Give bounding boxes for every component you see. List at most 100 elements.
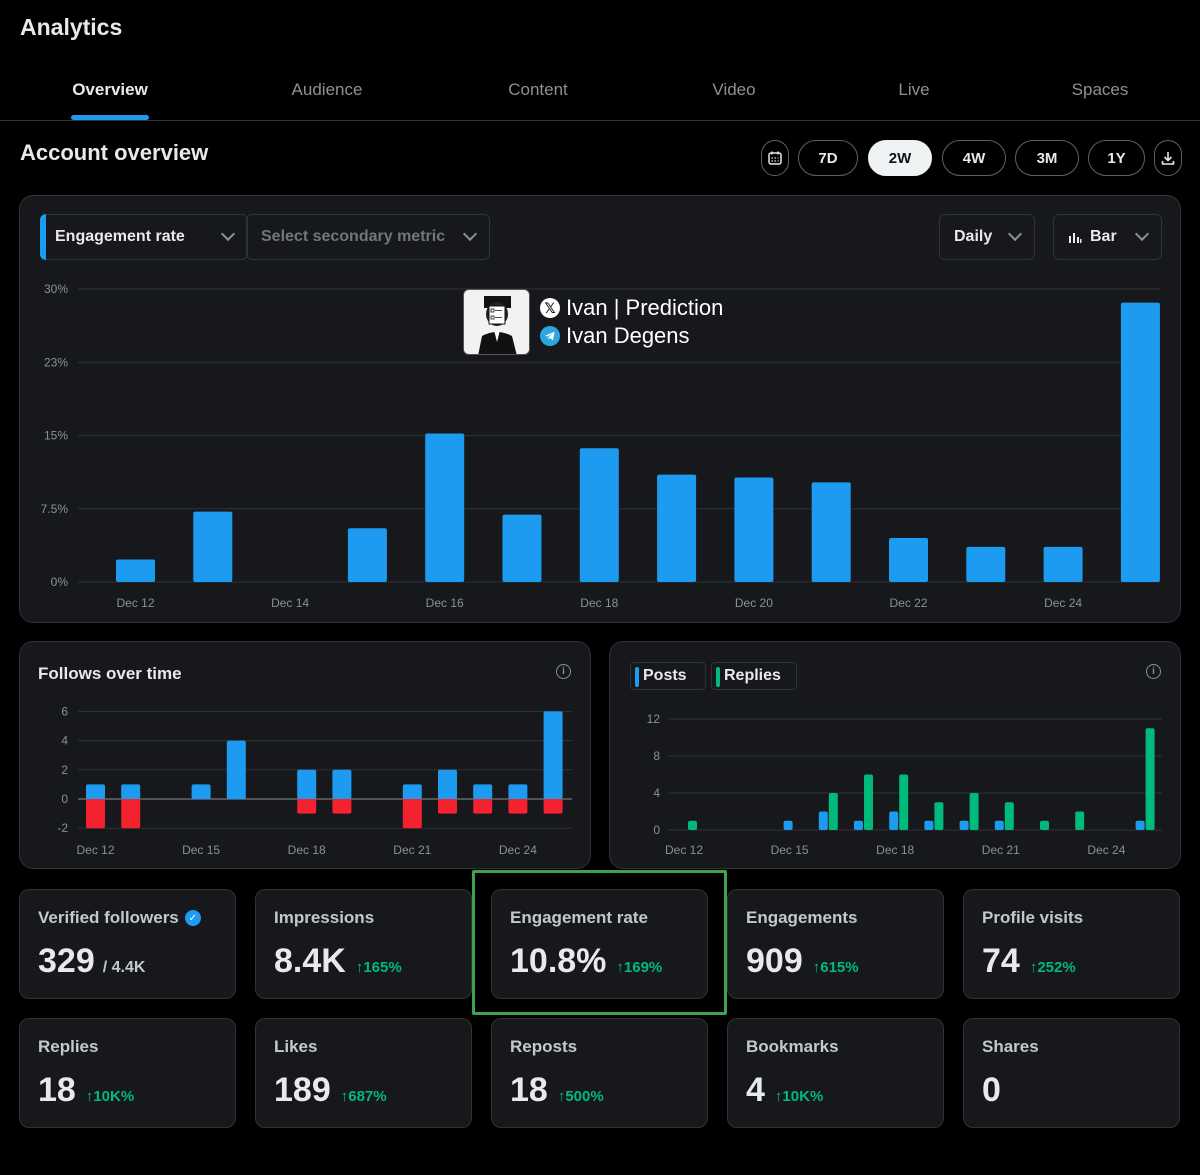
x-tick-label: Dec 12 [76,843,114,857]
posts-replies-panel: Posts Replies i 12 8 4 0 Dec 12 Dec 15 Dec 18 D… [609,641,1181,869]
y-tick-label: 4 [653,786,660,800]
unfollows-bar [297,799,317,814]
telegram-handle: Ivan Degens [566,323,690,348]
replies-card[interactable]: Replies 18 ↑10K% [19,1018,236,1128]
x-tick-label: Dec 16 [426,596,464,610]
download-icon [1161,152,1175,165]
engagement-rate-value: 10.8% [510,942,607,980]
x-tick-label: Dec 24 [1087,843,1125,857]
replies-color-indicator [716,667,720,687]
download-button[interactable] [1154,140,1182,176]
engagement-rate-card[interactable]: Engagement rate 10.8% ↑169% [491,889,708,999]
replies-bar [1145,728,1155,830]
tab-overview[interactable]: Overview [72,80,148,99]
replies-delta: ↑10K% [85,1088,135,1105]
likes-value: 189 [274,1071,331,1109]
bookmarks-label: Bookmarks [746,1037,839,1056]
shares-value: 0 [982,1071,1001,1109]
interval-dropdown[interactable]: Daily [939,214,1035,260]
x-tick-label: Dec 18 [288,843,326,857]
replies-legend-chip[interactable]: Replies [711,662,797,690]
range-4w-button[interactable]: 4W [942,140,1006,176]
bookmarks-value: 4 [746,1071,765,1109]
bar-dec-19 [657,474,697,582]
follows-bar [438,769,457,799]
range-1y-button[interactable]: 1Y [1088,140,1145,176]
tab-audience[interactable]: Audience [291,80,363,99]
active-tab-indicator [71,115,149,120]
tab-spaces[interactable]: Spaces [1071,80,1129,99]
info-icon[interactable]: i [556,664,571,679]
y-tick-label: 4 [61,734,68,748]
impressions-value: 8.4K [274,942,346,980]
tab-video[interactable]: Video [712,80,756,99]
follows-bar [332,769,352,799]
bar-dec-15 [347,528,387,582]
x-tick-label: Dec 24 [1044,596,1082,610]
verified-followers-card[interactable]: Verified followers ✓ 329 / 4.4K [19,889,236,999]
reposts-delta: ↑500% [557,1088,604,1105]
unfollows-bar [86,799,105,829]
impressions-delta: ↑165% [355,959,402,976]
verified-followers-value: 329 [38,942,95,980]
unfollows-bar [402,799,422,829]
range-2w-button[interactable]: 2W [868,140,932,176]
posts-color-indicator [635,667,639,687]
replies-value: 18 [38,1071,76,1109]
x-tick-label: Dec 18 [876,843,914,857]
x-tick-label: Dec 21 [982,843,1020,857]
calendar-button[interactable] [761,140,789,176]
x-tick-label: Dec 14 [271,596,309,610]
follows-bar [543,711,563,799]
bookmarks-card[interactable]: Bookmarks 4 ↑10K% [727,1018,944,1128]
x-tick-label: Dec 18 [580,596,618,610]
primary-metric-dropdown[interactable]: Engagement rate [40,214,248,260]
bar-dec-20 [734,477,774,582]
y-tick-label: 0% [51,575,69,589]
profile-visits-delta: ↑252% [1029,959,1076,976]
profile-visits-label: Profile visits [982,908,1084,927]
follows-bar [473,784,493,799]
range-3m-button[interactable]: 3M [1015,140,1079,176]
bar-dec-21 [811,482,851,582]
y-tick-label: 0 [61,792,68,806]
chart-type-dropdown[interactable]: Bar [1053,214,1162,260]
posts-legend-chip[interactable]: Posts [630,662,706,690]
y-tick-label: 6 [61,704,68,718]
reposts-card[interactable]: Reposts 18 ↑500% [491,1018,708,1128]
bar-dec-24 [1043,546,1083,582]
posts-bar [889,811,899,830]
engagements-card[interactable]: Engagements 909 ↑615% [727,889,944,999]
tab-live[interactable]: Live [898,80,930,99]
follows-bar [86,784,105,799]
tab-content[interactable]: Content [508,80,568,99]
posts-bar [783,820,793,830]
posts-bar [1135,820,1145,830]
replies-bar [1075,811,1085,830]
info-icon[interactable]: i [1146,664,1161,679]
follows-over-time-panel: Follows over time i 6 4 2 0 -2 Dec 12 Dec 15 De… [19,641,591,869]
replies-legend-label: Replies [724,667,781,684]
reposts-label: Reposts [510,1037,578,1056]
bar-dec-22 [889,538,928,582]
interval-label: Daily [954,228,993,245]
profile-visits-card[interactable]: Profile visits 74 ↑252% [963,889,1180,999]
posts-bar [994,820,1004,830]
creator-avatar [463,289,530,355]
secondary-metric-placeholder: Select secondary metric [261,228,446,245]
shares-label: Shares [982,1037,1039,1056]
engagements-delta: ↑615% [812,959,859,976]
impressions-card[interactable]: Impressions 8.4K ↑165% [255,889,472,999]
follows-chart-title: Follows over time [38,664,182,683]
likes-card[interactable]: Likes 189 ↑687% [255,1018,472,1128]
shares-card[interactable]: Shares 0 [963,1018,1180,1128]
x-tick-label: Dec 21 [393,843,431,857]
bar-dec-18 [579,448,619,582]
replies-bar [1004,802,1014,830]
range-7d-button[interactable]: 7D [798,140,858,176]
secondary-metric-dropdown[interactable]: Select secondary metric [246,214,490,260]
bookmarks-delta: ↑10K% [774,1088,824,1105]
follows-bar [226,740,246,799]
follows-bar [297,769,317,799]
engagement-rate-label: Engagement rate [510,908,648,927]
